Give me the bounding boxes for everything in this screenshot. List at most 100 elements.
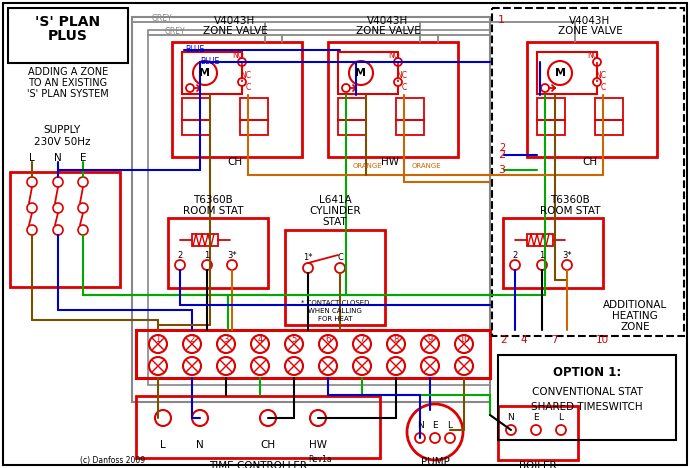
Text: 230V 50Hz: 230V 50Hz	[34, 137, 90, 147]
Text: FOR HEAT: FOR HEAT	[318, 316, 353, 322]
Bar	[503, 218, 603, 288]
Text: 3*: 3*	[562, 251, 572, 261]
Bar	[182, 52, 242, 94]
Text: (c) Danfoss 2009: (c) Danfoss 2009	[80, 455, 145, 465]
Text: NO: NO	[388, 51, 400, 59]
Circle shape	[335, 263, 345, 273]
Bar	[328, 42, 458, 157]
Text: 6: 6	[325, 336, 331, 344]
Circle shape	[260, 410, 276, 426]
Bar	[240, 98, 268, 120]
Text: 3: 3	[224, 336, 228, 344]
Circle shape	[251, 357, 269, 375]
Circle shape	[394, 58, 402, 66]
Text: L: L	[558, 414, 564, 423]
Text: 'S' PLAN: 'S' PLAN	[35, 15, 101, 29]
Text: ZONE VALVE: ZONE VALVE	[203, 26, 268, 36]
Text: NO: NO	[232, 51, 244, 59]
Text: 1: 1	[204, 251, 210, 261]
Circle shape	[186, 84, 194, 92]
Circle shape	[349, 61, 373, 85]
Text: L641A: L641A	[319, 195, 351, 205]
Text: NC: NC	[595, 71, 606, 80]
Circle shape	[27, 203, 37, 213]
Circle shape	[548, 61, 572, 85]
Bar	[136, 396, 380, 458]
Circle shape	[183, 335, 201, 353]
Text: C: C	[337, 254, 343, 263]
Circle shape	[285, 357, 303, 375]
Text: M: M	[555, 68, 566, 78]
Circle shape	[394, 78, 402, 86]
Bar	[527, 42, 657, 157]
Text: CH: CH	[260, 440, 275, 450]
Circle shape	[541, 84, 549, 92]
Text: PLUS: PLUS	[48, 29, 88, 43]
Bar	[396, 120, 424, 135]
Text: C: C	[246, 83, 250, 93]
Circle shape	[455, 357, 473, 375]
Bar	[148, 30, 490, 385]
Circle shape	[353, 335, 371, 353]
Text: T6360B: T6360B	[193, 195, 233, 205]
Text: 3*: 3*	[227, 251, 237, 261]
Bar	[182, 120, 210, 135]
Text: NC: NC	[240, 71, 251, 80]
Text: 'S' PLAN SYSTEM: 'S' PLAN SYSTEM	[27, 89, 109, 99]
Text: L: L	[29, 153, 35, 163]
Text: TO AN EXISTING: TO AN EXISTING	[28, 78, 108, 88]
Circle shape	[78, 177, 88, 187]
Circle shape	[227, 260, 237, 270]
Circle shape	[387, 335, 405, 353]
Bar	[498, 406, 578, 460]
Text: ADDITIONAL: ADDITIONAL	[603, 300, 667, 310]
Bar	[240, 120, 268, 135]
Bar	[492, 8, 684, 336]
Text: 1*: 1*	[303, 254, 313, 263]
Circle shape	[78, 203, 88, 213]
Text: 1: 1	[540, 251, 544, 261]
Text: N: N	[196, 440, 204, 450]
Circle shape	[445, 433, 455, 443]
Text: 9: 9	[427, 336, 433, 344]
Circle shape	[353, 357, 371, 375]
Text: C: C	[600, 83, 606, 93]
Bar	[182, 98, 210, 120]
Circle shape	[387, 357, 405, 375]
Text: N: N	[54, 153, 62, 163]
Text: 4: 4	[521, 335, 527, 345]
Bar	[132, 17, 490, 402]
Text: V4043H: V4043H	[367, 16, 408, 26]
Text: V4043H: V4043H	[569, 16, 611, 26]
Text: 2: 2	[498, 150, 505, 160]
Text: E: E	[80, 153, 86, 163]
Bar	[285, 230, 385, 325]
Circle shape	[53, 177, 63, 187]
Circle shape	[238, 78, 246, 86]
Circle shape	[510, 260, 520, 270]
Circle shape	[430, 433, 440, 443]
Bar	[172, 42, 302, 157]
Text: CYLINDER: CYLINDER	[309, 206, 361, 216]
Text: HW: HW	[309, 440, 327, 450]
Circle shape	[593, 78, 601, 86]
Circle shape	[537, 260, 547, 270]
Text: ROOM STAT: ROOM STAT	[540, 206, 600, 216]
Text: GREY: GREY	[152, 14, 172, 23]
Text: ORANGE: ORANGE	[412, 163, 442, 169]
Text: 2: 2	[499, 143, 505, 153]
Text: ZONE VALVE: ZONE VALVE	[355, 26, 420, 36]
Text: 1: 1	[498, 15, 505, 25]
Bar	[498, 355, 676, 440]
Bar	[595, 120, 623, 135]
Circle shape	[53, 225, 63, 235]
Text: OPTION 1:: OPTION 1:	[553, 366, 621, 379]
Text: BLUE: BLUE	[200, 58, 219, 66]
Text: 5: 5	[291, 336, 297, 344]
Text: 4: 4	[257, 336, 263, 344]
Circle shape	[217, 335, 235, 353]
Text: HEATING: HEATING	[612, 311, 658, 321]
Text: ZONE: ZONE	[620, 322, 650, 332]
Circle shape	[310, 410, 326, 426]
Text: 7: 7	[359, 336, 365, 344]
